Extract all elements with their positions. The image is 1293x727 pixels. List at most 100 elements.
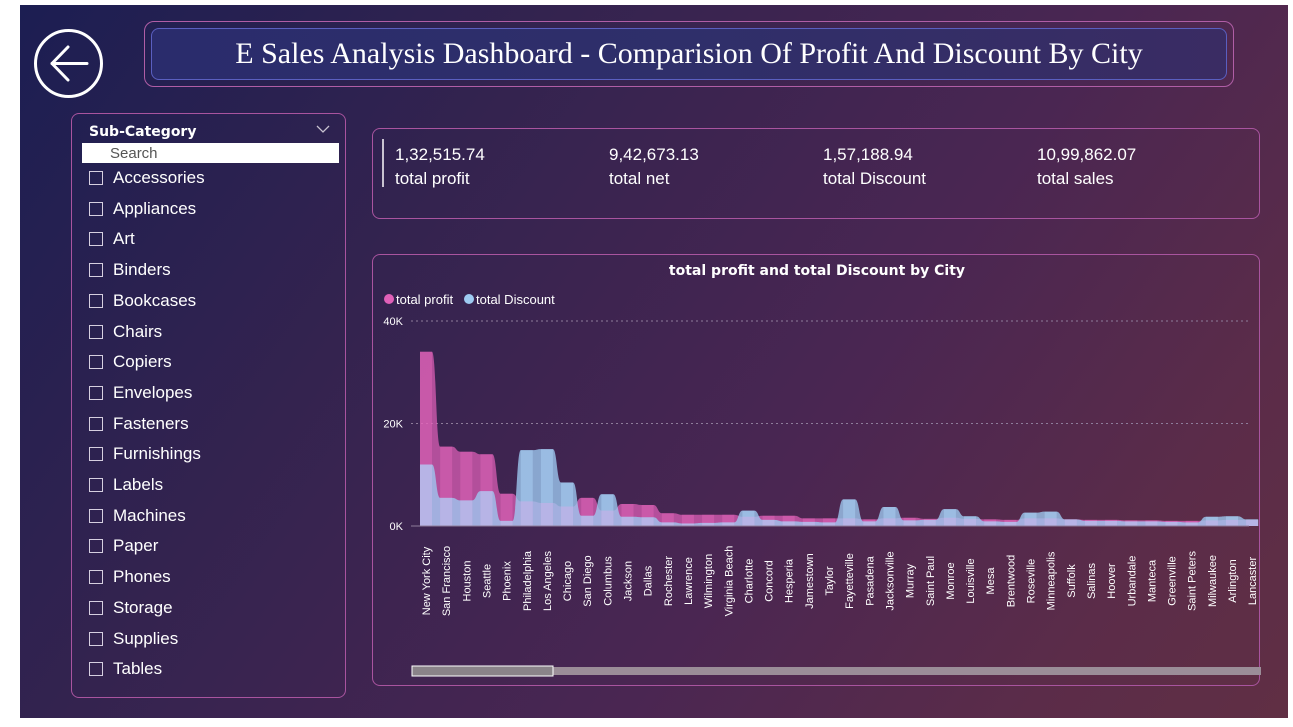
data-bar[interactable] xyxy=(1125,520,1138,526)
data-bar[interactable] xyxy=(823,518,835,526)
data-bar[interactable] xyxy=(863,519,876,526)
checkbox[interactable] xyxy=(89,600,103,615)
data-bar[interactable] xyxy=(722,514,735,526)
data-bar[interactable] xyxy=(681,523,694,526)
slicer-item[interactable]: Appliances xyxy=(89,197,196,221)
checkbox[interactable] xyxy=(89,539,103,554)
data-bar[interactable] xyxy=(984,519,997,526)
data-bar[interactable] xyxy=(540,502,553,526)
checkbox[interactable] xyxy=(89,263,103,278)
data-bar[interactable] xyxy=(520,450,533,526)
slicer-item[interactable]: Labels xyxy=(89,473,163,497)
slicer-search-input[interactable] xyxy=(82,143,339,163)
data-bar[interactable] xyxy=(1226,516,1238,526)
data-bar[interactable] xyxy=(923,518,936,526)
checkbox[interactable] xyxy=(89,416,103,431)
data-bar[interactable] xyxy=(943,509,956,526)
checkbox[interactable] xyxy=(89,293,103,308)
data-bar[interactable] xyxy=(903,517,916,526)
data-bar[interactable] xyxy=(1205,516,1218,526)
data-bar[interactable] xyxy=(581,515,594,526)
data-bar[interactable] xyxy=(1105,519,1118,526)
checkbox[interactable] xyxy=(89,478,103,492)
data-bar[interactable] xyxy=(661,522,674,526)
data-bar[interactable] xyxy=(480,491,493,526)
data-bar[interactable] xyxy=(601,510,614,526)
slicer-item[interactable]: Phones xyxy=(89,565,171,589)
data-bar[interactable] xyxy=(843,518,856,526)
slicer-item[interactable]: Storage xyxy=(89,596,173,620)
data-bar[interactable] xyxy=(823,522,835,526)
data-bar[interactable] xyxy=(641,517,654,526)
checkbox[interactable] xyxy=(89,662,103,677)
data-bar[interactable] xyxy=(540,449,553,526)
slicer-item[interactable]: Machines xyxy=(89,504,186,528)
checkbox[interactable] xyxy=(89,447,103,462)
data-bar[interactable] xyxy=(1246,519,1259,526)
slicer-item[interactable]: Fasteners xyxy=(89,412,189,436)
slicer-item[interactable]: Art xyxy=(89,227,135,251)
slicer-item[interactable]: Copiers xyxy=(89,350,172,374)
data-bar[interactable] xyxy=(1064,519,1077,526)
checkbox[interactable] xyxy=(89,355,103,370)
data-bar[interactable] xyxy=(923,519,936,526)
data-bar[interactable] xyxy=(722,522,735,526)
data-bar[interactable] xyxy=(964,518,977,526)
data-bar[interactable] xyxy=(1185,522,1198,526)
back-button[interactable] xyxy=(34,29,103,98)
data-bar[interactable] xyxy=(621,503,634,526)
data-bar[interactable] xyxy=(460,451,473,526)
checkbox[interactable] xyxy=(89,385,103,400)
slicer-item[interactable]: Tables xyxy=(89,657,162,681)
slicer-item[interactable]: Binders xyxy=(89,258,171,282)
data-bar[interactable] xyxy=(520,501,533,526)
data-bar[interactable] xyxy=(581,497,594,526)
data-bar[interactable] xyxy=(1125,521,1138,526)
data-bar[interactable] xyxy=(802,521,815,526)
data-bar[interactable] xyxy=(1024,512,1037,526)
data-bar[interactable] xyxy=(601,494,614,526)
data-bar[interactable] xyxy=(681,514,694,526)
data-bar[interactable] xyxy=(782,515,795,526)
data-bar[interactable] xyxy=(1044,511,1057,526)
data-bar[interactable] xyxy=(1246,519,1259,526)
data-bar[interactable] xyxy=(863,521,876,526)
data-bar[interactable] xyxy=(621,516,634,526)
data-bar[interactable] xyxy=(420,464,432,527)
slicer-item[interactable]: Chairs xyxy=(89,320,162,344)
data-bar[interactable] xyxy=(1165,521,1178,526)
data-bar[interactable] xyxy=(742,516,755,526)
data-bar[interactable] xyxy=(480,454,493,526)
slicer-item[interactable]: Bookcases xyxy=(89,289,196,313)
data-bar[interactable] xyxy=(440,446,453,526)
data-bar[interactable] xyxy=(1145,520,1158,526)
data-bar[interactable] xyxy=(762,515,775,526)
checkbox[interactable] xyxy=(89,201,103,216)
slicer-item[interactable]: Supplies xyxy=(89,627,178,651)
data-bar[interactable] xyxy=(641,504,654,526)
data-bar[interactable] xyxy=(440,497,453,526)
checkbox[interactable] xyxy=(89,324,103,339)
data-bar[interactable] xyxy=(1004,519,1017,526)
data-bar[interactable] xyxy=(561,482,574,526)
data-bar[interactable] xyxy=(500,520,513,526)
checkbox[interactable] xyxy=(89,508,103,523)
data-bar[interactable] xyxy=(561,506,574,526)
data-bar[interactable] xyxy=(1024,518,1037,526)
slicer-item[interactable]: Furnishings xyxy=(89,442,201,466)
data-bar[interactable] xyxy=(782,521,795,526)
data-bar[interactable] xyxy=(802,518,815,526)
data-bar[interactable] xyxy=(1105,520,1118,526)
checkbox[interactable] xyxy=(89,171,103,185)
data-bar[interactable] xyxy=(984,521,997,526)
data-bar[interactable] xyxy=(661,513,674,526)
data-bar[interactable] xyxy=(1084,519,1097,526)
data-bar[interactable] xyxy=(1004,521,1017,526)
slicer-item[interactable]: Accessories xyxy=(89,166,205,190)
data-bar[interactable] xyxy=(500,493,513,526)
checkbox[interactable] xyxy=(89,232,103,247)
data-bar[interactable] xyxy=(702,514,715,526)
data-bar[interactable] xyxy=(1145,521,1158,526)
data-bar[interactable] xyxy=(903,520,916,526)
data-bar[interactable] xyxy=(1044,518,1057,526)
